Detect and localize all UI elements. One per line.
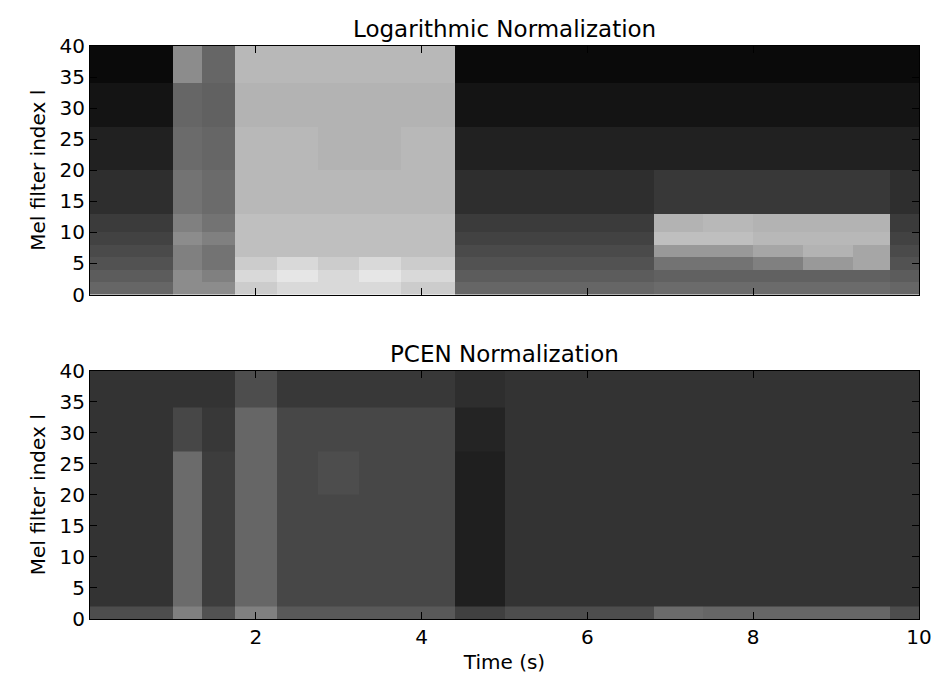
svg-text:0: 0: [72, 283, 85, 307]
svg-text:35: 35: [60, 65, 85, 89]
svg-text:20: 20: [60, 158, 85, 182]
svg-text:Time (s): Time (s): [463, 650, 545, 674]
svg-text:15: 15: [60, 189, 85, 213]
svg-text:15: 15: [60, 514, 85, 538]
svg-text:40: 40: [60, 34, 85, 58]
svg-text:30: 30: [60, 96, 85, 120]
svg-text:10: 10: [60, 220, 85, 244]
svg-text:Mel filter index l: Mel filter index l: [26, 414, 50, 575]
svg-text:Logarithmic Normalization: Logarithmic Normalization: [353, 16, 656, 42]
svg-text:4: 4: [415, 625, 428, 649]
svg-text:25: 25: [60, 452, 85, 476]
svg-text:35: 35: [60, 390, 85, 414]
svg-text:25: 25: [60, 127, 85, 151]
svg-text:Mel filter index l: Mel filter index l: [26, 90, 50, 251]
svg-text:10: 10: [906, 625, 931, 649]
svg-text:0: 0: [72, 607, 85, 631]
svg-text:40: 40: [60, 359, 85, 383]
svg-text:5: 5: [72, 576, 85, 600]
svg-text:8: 8: [747, 625, 760, 649]
svg-text:PCEN Normalization: PCEN Normalization: [390, 341, 619, 367]
svg-text:6: 6: [581, 625, 594, 649]
svg-text:5: 5: [72, 251, 85, 275]
svg-text:20: 20: [60, 483, 85, 507]
svg-text:30: 30: [60, 421, 85, 445]
svg-text:10: 10: [60, 545, 85, 569]
svg-text:2: 2: [249, 625, 262, 649]
